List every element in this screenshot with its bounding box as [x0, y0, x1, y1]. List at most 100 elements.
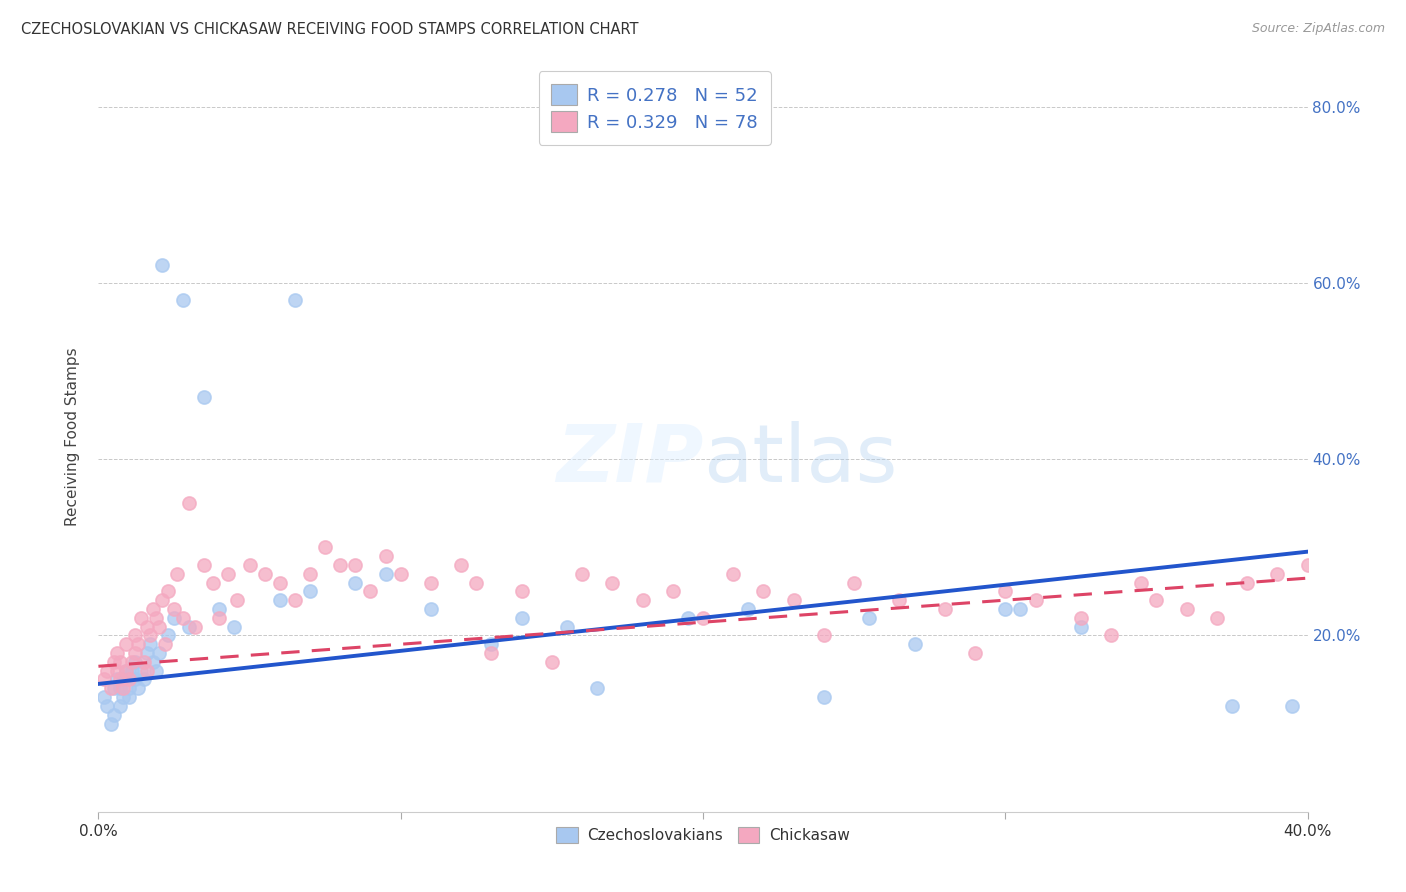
Point	[813, 628, 835, 642]
Point	[374, 566, 396, 581]
Point	[139, 637, 162, 651]
Point	[202, 575, 225, 590]
Point	[994, 602, 1017, 616]
Point	[253, 566, 276, 581]
Point	[239, 558, 262, 572]
Point	[127, 637, 149, 651]
Point	[783, 593, 806, 607]
Text: Source: ZipAtlas.com: Source: ZipAtlas.com	[1251, 22, 1385, 36]
Point	[129, 664, 152, 678]
Point	[904, 637, 927, 651]
Point	[150, 258, 173, 272]
Point	[571, 566, 593, 581]
Point	[129, 611, 152, 625]
Point	[124, 655, 146, 669]
Point	[481, 637, 503, 651]
Point	[124, 628, 146, 642]
Point	[994, 584, 1017, 599]
Point	[118, 681, 141, 696]
Point	[163, 611, 186, 625]
Point	[96, 664, 118, 678]
Point	[1267, 566, 1289, 581]
Point	[374, 549, 396, 563]
Point	[217, 566, 239, 581]
Point	[184, 619, 207, 633]
Legend: Czechoslovakians, Chickasaw: Czechoslovakians, Chickasaw	[550, 821, 856, 849]
Point	[389, 566, 412, 581]
Point	[1220, 698, 1243, 713]
Point	[631, 593, 654, 607]
Point	[934, 602, 956, 616]
Point	[420, 602, 443, 616]
Point	[1099, 628, 1122, 642]
Point	[1024, 593, 1046, 607]
Point	[145, 664, 167, 678]
Point	[226, 593, 249, 607]
Point	[142, 655, 165, 669]
Point	[602, 575, 624, 590]
Point	[420, 575, 443, 590]
Text: ZIP: ZIP	[555, 420, 703, 499]
Point	[1130, 575, 1153, 590]
Point	[93, 673, 115, 687]
Point	[465, 575, 488, 590]
Point	[135, 664, 157, 678]
Point	[224, 619, 246, 633]
Point	[172, 611, 194, 625]
Point	[179, 496, 201, 510]
Point	[329, 558, 352, 572]
Point	[193, 558, 215, 572]
Point	[135, 646, 157, 660]
Point	[299, 566, 322, 581]
Point	[752, 584, 775, 599]
Point	[100, 681, 122, 696]
Point	[139, 628, 162, 642]
Point	[269, 593, 291, 607]
Point	[737, 602, 759, 616]
Point	[150, 593, 173, 607]
Point	[269, 575, 291, 590]
Point	[1070, 619, 1092, 633]
Point	[1281, 698, 1303, 713]
Point	[124, 673, 146, 687]
Point	[103, 655, 125, 669]
Point	[179, 619, 201, 633]
Point	[135, 619, 157, 633]
Point	[108, 655, 131, 669]
Point	[586, 681, 609, 696]
Text: CZECHOSLOVAKIAN VS CHICKASAW RECEIVING FOOD STAMPS CORRELATION CHART: CZECHOSLOVAKIAN VS CHICKASAW RECEIVING F…	[21, 22, 638, 37]
Point	[1175, 602, 1198, 616]
Point	[299, 584, 322, 599]
Point	[1236, 575, 1258, 590]
Point	[124, 646, 146, 660]
Y-axis label: Receiving Food Stamps: Receiving Food Stamps	[65, 348, 80, 526]
Point	[153, 637, 176, 651]
Point	[103, 707, 125, 722]
Point	[844, 575, 866, 590]
Point	[121, 664, 143, 678]
Point	[108, 681, 131, 696]
Point	[1010, 602, 1032, 616]
Point	[156, 628, 179, 642]
Point	[481, 646, 503, 660]
Point	[208, 602, 231, 616]
Point	[127, 681, 149, 696]
Point	[121, 655, 143, 669]
Point	[148, 619, 170, 633]
Point	[105, 646, 128, 660]
Point	[111, 690, 134, 705]
Point	[145, 611, 167, 625]
Point	[111, 673, 134, 687]
Point	[108, 698, 131, 713]
Point	[661, 584, 683, 599]
Point	[450, 558, 472, 572]
Point	[813, 690, 835, 705]
Point	[314, 541, 336, 555]
Point	[114, 664, 136, 678]
Point	[108, 673, 131, 687]
Point	[96, 698, 118, 713]
Point	[1144, 593, 1167, 607]
Point	[142, 602, 165, 616]
Point	[118, 690, 141, 705]
Point	[889, 593, 911, 607]
